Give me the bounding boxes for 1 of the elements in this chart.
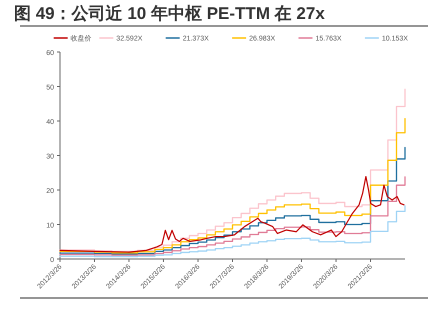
title: 图 49：公司近 10 年中枢 PE-TTM 在 27x [14, 4, 325, 23]
